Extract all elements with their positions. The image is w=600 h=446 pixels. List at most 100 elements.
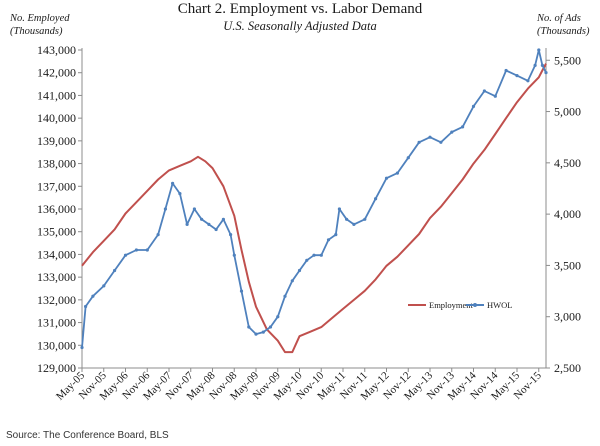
hwol-data-point — [221, 217, 225, 221]
hwol-data-point — [384, 176, 389, 180]
hwol-data-point — [471, 104, 476, 108]
right-tick-label: 5,500 — [554, 53, 581, 67]
hwol-data-point — [185, 222, 189, 226]
left-tick-label: 137,000 — [37, 179, 76, 193]
hwol-data-point — [319, 253, 323, 257]
hwol-data-point — [297, 268, 302, 273]
left-tick-label: 138,000 — [37, 157, 76, 171]
hwol-data-point — [232, 253, 236, 257]
hwol-data-point — [395, 171, 399, 175]
x-axis-ticks: May-05Nov-05May-06Nov-06May-07Nov-07May-… — [54, 368, 544, 403]
left-axis-ticks: 129,000 130,000 131,000 132,000 133,000 134,0… — [37, 43, 82, 375]
hwol-series-line — [81, 49, 547, 348]
left-axis-title: No. Employed (Thousands) — [10, 12, 70, 38]
hwol-legend-label: HWOL — [487, 300, 513, 310]
left-axis-title-line1: No. Employed — [10, 13, 70, 24]
hwol-data-point — [428, 135, 432, 139]
right-tick-label: 5,000 — [554, 105, 581, 119]
hwol-data-point — [482, 89, 486, 93]
right-tick-label: 2,500 — [554, 361, 581, 375]
hwol-data-point — [283, 294, 287, 298]
right-tick-label: 4,000 — [554, 207, 581, 221]
legend: Employment HWOL — [408, 300, 513, 310]
hwol-data-point — [276, 315, 280, 319]
hwol-data-point — [406, 156, 410, 160]
left-tick-label: 142,000 — [37, 66, 76, 80]
left-tick-label: 143,000 — [37, 43, 76, 57]
hwol-data-point — [261, 330, 265, 334]
hwol-data-point — [207, 222, 211, 226]
hwol-data-point — [214, 227, 218, 232]
hwol-data-point — [290, 279, 294, 283]
hwol-data-point — [352, 222, 356, 226]
hwol-data-point — [80, 345, 84, 350]
hwol-data-point — [337, 207, 341, 211]
series-layer — [80, 48, 548, 354]
hwol-data-point — [363, 217, 367, 221]
hwol-data-point — [540, 63, 545, 67]
hwol-data-point — [504, 68, 508, 73]
hwol-data-point — [91, 294, 95, 298]
hwol-data-point — [192, 207, 196, 211]
hwol-data-point — [544, 71, 548, 75]
hwol-data-point — [533, 63, 537, 67]
left-tick-label: 135,000 — [37, 225, 76, 239]
hwol-data-point — [113, 268, 117, 273]
right-axis-ticks: 2,500 3,000 3,500 4,000 4,500 5,000 5,500 — [546, 53, 581, 375]
hwol-data-point — [84, 304, 88, 309]
hwol-data-point — [326, 238, 331, 242]
employment-legend-label: Employment — [429, 300, 474, 310]
hwol-data-point — [493, 94, 497, 98]
hwol-data-point — [163, 207, 167, 211]
employment-series-line — [81, 63, 547, 354]
axes — [81, 48, 547, 369]
hwol-data-point — [247, 325, 251, 329]
hwol-data-point — [178, 192, 182, 196]
hwol-data-point — [537, 48, 541, 52]
hwol-data-point — [134, 248, 138, 252]
left-axis-title-line2: (Thousands) — [10, 26, 63, 37]
chart-subtitle: U.S. Seasonally Adjusted Data — [223, 19, 377, 33]
hwol-data-point — [439, 140, 443, 144]
hwol-data-point — [145, 248, 149, 252]
left-tick-label: 133,000 — [37, 270, 76, 284]
left-tick-label: 132,000 — [37, 293, 76, 307]
right-tick-label: 3,000 — [554, 310, 581, 324]
left-tick-label: 139,000 — [37, 134, 76, 148]
right-tick-label: 4,500 — [554, 156, 581, 170]
source-note: Source: The Conference Board, BLS — [6, 430, 169, 441]
hwol-data-point — [305, 258, 309, 262]
hwol-data-point — [417, 140, 421, 144]
hwol-data-point — [239, 289, 244, 293]
hwol-data-point — [200, 217, 204, 221]
left-tick-label: 136,000 — [37, 202, 76, 216]
hwol-data-point — [312, 253, 316, 257]
hwol-data-point — [334, 233, 338, 237]
left-tick-label: 140,000 — [37, 111, 76, 125]
left-tick-label: 141,000 — [37, 88, 76, 102]
right-axis-title-line1: No. of Ads — [537, 13, 581, 24]
hwol-data-point — [461, 125, 465, 129]
hwol-data-point — [268, 325, 273, 329]
right-tick-label: 3,500 — [554, 258, 581, 272]
hwol-data-point — [450, 130, 454, 134]
hwol-data-point — [123, 253, 128, 257]
hwol-data-point — [374, 197, 378, 201]
hwol-data-point — [526, 79, 530, 83]
hwol-legend-marker — [473, 303, 477, 307]
left-tick-label: 130,000 — [37, 338, 76, 352]
hwol-data-point — [102, 284, 106, 288]
right-axis-title: No. of Ads (Thousands) — [537, 12, 590, 38]
hwol-data-point — [345, 217, 349, 221]
left-tick-label: 131,000 — [37, 316, 76, 330]
left-tick-label: 129,000 — [37, 361, 76, 375]
hwol-data-point — [254, 332, 258, 336]
hwol-data-point — [156, 233, 160, 237]
hwol-data-point — [229, 233, 233, 237]
left-tick-label: 134,000 — [37, 247, 76, 261]
chart-title: Chart 2. Employment vs. Labor Demand — [177, 1, 423, 17]
hwol-data-point — [515, 74, 519, 78]
right-axis-title-line2: (Thousands) — [537, 26, 590, 37]
hwol-data-point — [171, 181, 175, 185]
